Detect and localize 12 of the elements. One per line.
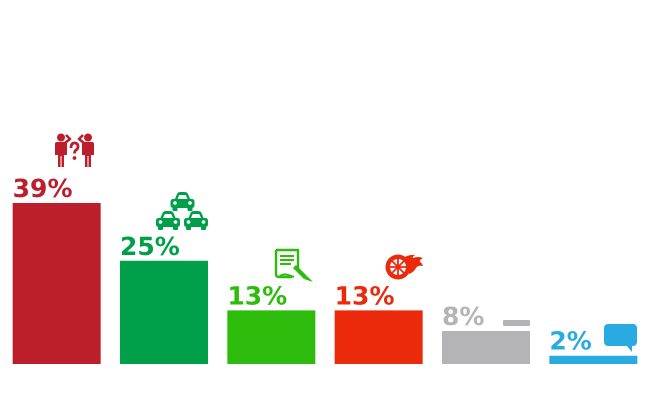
bar xyxy=(334,310,423,364)
data-label: 8% xyxy=(442,302,484,331)
data-label: 13% xyxy=(334,281,395,310)
bar xyxy=(442,330,530,364)
data-label: 25% xyxy=(120,232,180,261)
bar xyxy=(120,260,208,364)
data-label: 13% xyxy=(227,281,288,310)
bar xyxy=(12,203,101,364)
bar xyxy=(549,356,638,364)
data-label: 2% xyxy=(549,326,592,356)
data-label: 39% xyxy=(12,174,73,203)
bar xyxy=(227,310,316,364)
